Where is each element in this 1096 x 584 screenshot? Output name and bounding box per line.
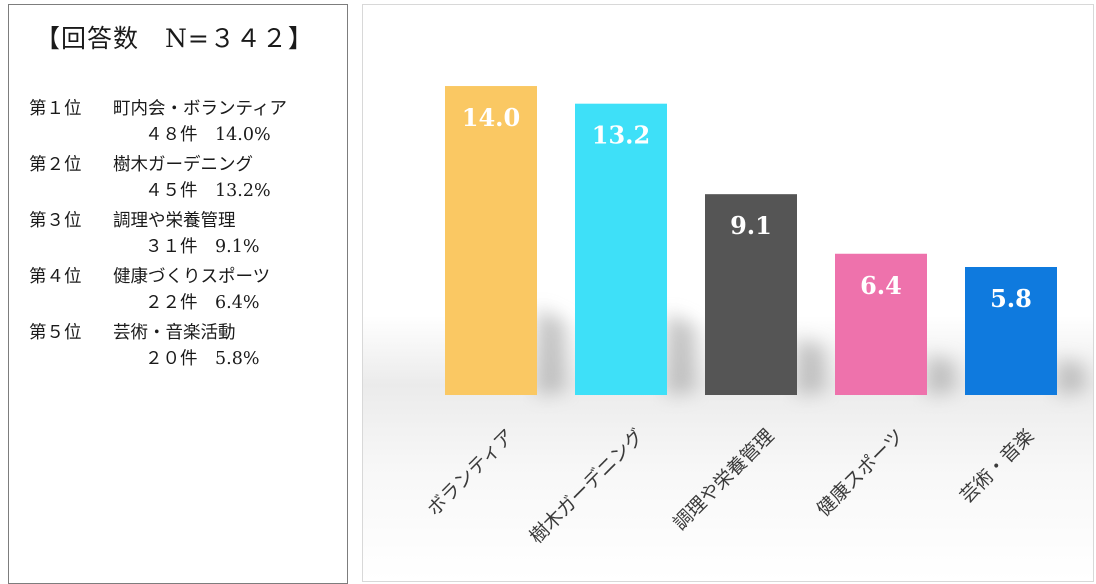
ranking-position: 第５位 xyxy=(29,323,82,343)
chart-panel: 14.0 13.2 9.1 6.4 5.8 ボランティア 樹木ガーデニング 調理や栄養管理健… xyxy=(362,4,1094,582)
data-label: 13.2 xyxy=(592,121,650,150)
ranking-detail: ２０件 5.8% xyxy=(145,349,260,369)
ranking-item-3: 第３位 調理や栄養管理 ３１件 9.1% xyxy=(29,207,347,263)
ranking-position: 第４位 xyxy=(29,267,82,287)
data-label: 9.1 xyxy=(730,211,772,240)
ranking-position: 第３位 xyxy=(29,211,82,231)
ranking-detail: ４８件 14.0% xyxy=(145,125,271,145)
ranking-name: 健康づくりスポーツ xyxy=(113,267,271,287)
bar xyxy=(575,103,667,396)
ranking-name: 調理や栄養管理 xyxy=(113,211,236,231)
bar xyxy=(965,267,1057,395)
ranking-item-5: 第５位 芸術・音楽活動 ２０件 5.8% xyxy=(29,319,347,375)
ranking-item-1: 第１位 町内会・ボランティア ４８件 14.0% xyxy=(29,95,347,151)
bar xyxy=(835,253,927,395)
bar xyxy=(705,194,797,395)
bar-shadow xyxy=(797,338,825,395)
ranking-position: 第１位 xyxy=(29,99,82,119)
bar-shadow xyxy=(1057,359,1085,395)
bar-shadow xyxy=(667,313,695,395)
category-label: 芸術・音楽 xyxy=(956,425,1039,508)
bar-shadow xyxy=(537,308,565,395)
ranking-position: 第２位 xyxy=(29,155,82,175)
ranking-detail: ３１件 9.1% xyxy=(145,237,260,257)
summary-panel: 【回答数 N=３４２】 第１位 町内会・ボランティア ４８件 14.0% 第２位 樹… xyxy=(8,4,348,584)
category-label: 樹木ガーデニング xyxy=(525,425,648,548)
category-label: 調理や栄養管理 xyxy=(669,425,779,535)
ranking-item-4: 第４位 健康づくりスポーツ ２２件 6.4% xyxy=(29,263,347,319)
ranking-name: 樹木ガーデニング xyxy=(113,155,253,175)
ranking-name: 町内会・ボランティア xyxy=(113,99,287,119)
data-label: 6.4 xyxy=(860,271,902,300)
bar-chart: 14.0 13.2 9.1 6.4 5.8 ボランティア 樹木ガーデニング 調理や栄養管理健… xyxy=(423,86,1085,548)
category-label: ボランティア xyxy=(423,425,518,520)
ranking-detail: ４５件 13.2% xyxy=(145,181,271,201)
ranking-detail: ２２件 6.4% xyxy=(145,293,260,313)
category-label: 健康スポーツ xyxy=(813,425,909,521)
ranking-item-2: 第２位 樹木ガーデニング ４５件 13.2% xyxy=(29,151,347,207)
bar xyxy=(445,86,537,395)
ranking-list: 第１位 町内会・ボランティア ４８件 14.0% 第２位 樹木ガーデニング ４５件 … xyxy=(29,95,347,375)
data-label: 14.0 xyxy=(462,103,520,132)
summary-title: 【回答数 N=３４２】 xyxy=(35,24,314,53)
ranking-name: 芸術・音楽活動 xyxy=(113,323,236,343)
data-label: 5.8 xyxy=(990,284,1032,313)
bar-shadow xyxy=(927,355,955,395)
